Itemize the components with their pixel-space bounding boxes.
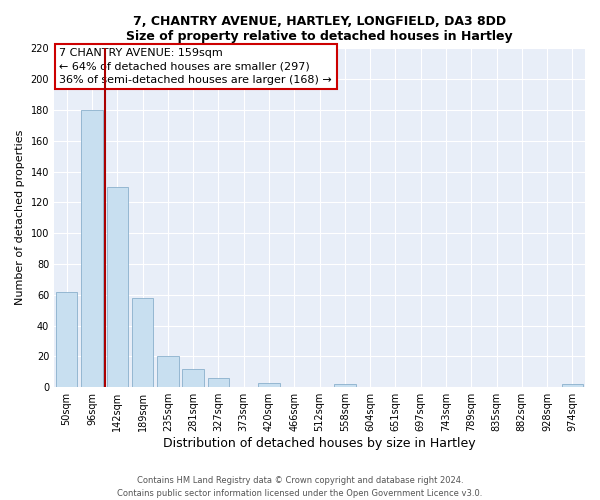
Text: Contains HM Land Registry data © Crown copyright and database right 2024.
Contai: Contains HM Land Registry data © Crown c… [118,476,482,498]
Title: 7, CHANTRY AVENUE, HARTLEY, LONGFIELD, DA3 8DD
Size of property relative to deta: 7, CHANTRY AVENUE, HARTLEY, LONGFIELD, D… [126,15,513,43]
Y-axis label: Number of detached properties: Number of detached properties [15,130,25,306]
Bar [56,292,77,387]
Bar [334,384,356,387]
Bar [132,298,153,387]
Bar [258,382,280,387]
Bar [81,110,103,387]
Bar [562,384,583,387]
X-axis label: Distribution of detached houses by size in Hartley: Distribution of detached houses by size … [163,437,476,450]
Bar [208,378,229,387]
Bar [182,368,204,387]
Bar [107,187,128,387]
Text: 7 CHANTRY AVENUE: 159sqm
← 64% of detached houses are smaller (297)
36% of semi-: 7 CHANTRY AVENUE: 159sqm ← 64% of detach… [59,48,332,84]
Bar [157,356,179,387]
